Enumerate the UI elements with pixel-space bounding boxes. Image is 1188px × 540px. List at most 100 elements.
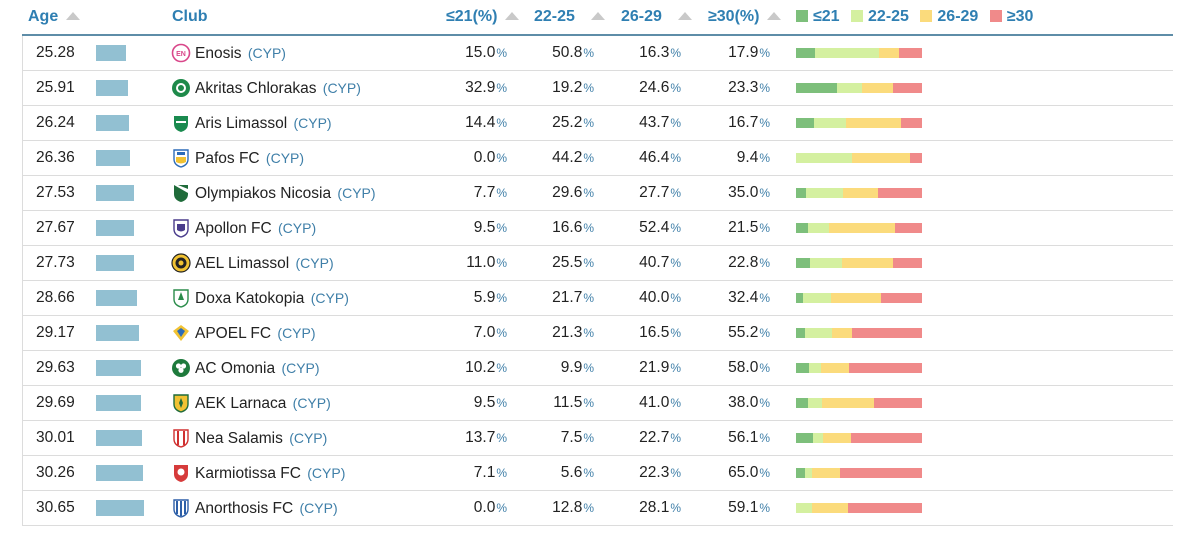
o30-pct-value: 59.1 <box>728 499 759 516</box>
club-name-link[interactable]: AC Omonia <box>195 360 276 377</box>
club-country: (CYP) <box>322 80 361 96</box>
percent-sign: % <box>759 256 770 270</box>
percent-sign: % <box>670 81 681 95</box>
legend: ≤21 22-25 26-29 ≥30 <box>796 0 1040 34</box>
percent-sign: % <box>583 361 594 375</box>
o30-pct-value: 56.1 <box>728 429 759 446</box>
club-name-link[interactable]: AEK Larnaca <box>195 395 287 412</box>
segment-a26-29 <box>861 83 893 93</box>
age-distribution-bar <box>796 363 922 373</box>
percent-sign: % <box>583 116 594 130</box>
table-row: 29.69 AEK Larnaca (CYP) 9.5% 11.5% 41.0% 38.0… <box>22 386 1173 421</box>
percent-sign: % <box>670 466 681 480</box>
club-name-link[interactable]: Akritas Chlorakas <box>195 80 317 97</box>
club-name-link[interactable]: Karmiotissa FC <box>195 465 301 482</box>
age-header-label: Age <box>28 8 59 25</box>
club-country: (CYP) <box>277 325 316 341</box>
club-name-link[interactable]: Olympiakos Nicosia <box>195 185 332 202</box>
percent-sign: % <box>496 431 507 445</box>
club-country: (CYP) <box>247 45 286 61</box>
segment-o30 <box>848 363 922 373</box>
avg-age: 27.53 <box>36 184 75 201</box>
segment-a26-29 <box>812 503 848 513</box>
o30-pct-value: 55.2 <box>728 324 759 341</box>
percent-sign: % <box>670 116 681 130</box>
segment-o30 <box>899 48 922 58</box>
table-row: 30.26 Karmiotissa FC (CYP) 7.1% 5.6% 22.3% 65… <box>22 456 1173 491</box>
o30-pct: 22.8% <box>687 246 770 280</box>
segment-u21 <box>796 118 815 128</box>
club-cell: EN Enosis (CYP) <box>171 36 286 70</box>
a26-29-pct-value: 28.1 <box>639 499 670 516</box>
club-name-link[interactable]: Pafos FC <box>195 150 260 167</box>
o30-header-label: ≥30(%) <box>708 8 760 25</box>
akritas-crest-icon <box>171 77 191 97</box>
u21-pct-value: 0.0 <box>473 149 496 166</box>
club-name-link[interactable]: Enosis <box>195 45 242 62</box>
sort-22-25-header[interactable]: 22-25 <box>534 0 605 34</box>
percent-sign: % <box>496 326 507 340</box>
a22-25-pct-value: 12.8 <box>552 499 583 516</box>
percent-sign: % <box>496 466 507 480</box>
a22-25-pct: 11.5% <box>512 386 594 420</box>
avg-age: 28.66 <box>36 289 75 306</box>
segment-u21 <box>796 188 806 198</box>
omonia-crest-icon <box>171 357 191 377</box>
percent-sign: % <box>670 186 681 200</box>
percent-sign: % <box>496 46 507 60</box>
u21-pct-value: 5.9 <box>473 289 496 306</box>
o30-pct: 65.0% <box>687 456 770 490</box>
a22-25-pct-value: 5.6 <box>560 464 583 481</box>
percent-sign: % <box>583 81 594 95</box>
club-header[interactable]: Club <box>172 0 208 34</box>
age-distribution-bar <box>796 83 922 93</box>
a26-29-pct: 40.7% <box>599 246 681 280</box>
sort-age-header[interactable]: Age <box>28 0 81 34</box>
percent-sign: % <box>759 46 770 60</box>
a26-29-pct-value: 21.9 <box>639 359 670 376</box>
percent-sign: % <box>670 361 681 375</box>
club-cell: AC Omonia (CYP) <box>171 351 320 385</box>
o30-pct-value: 16.7 <box>728 114 759 131</box>
percent-sign: % <box>759 221 770 235</box>
karmiotissa-crest-icon <box>171 462 191 482</box>
avg-age: 26.36 <box>36 149 75 166</box>
segment-a26-29 <box>811 468 841 478</box>
sort-o30-header[interactable]: ≥30(%) <box>708 0 782 34</box>
table-row: 26.36 Pafos FC (CYP) 0.0% 44.2% 46.4% 9.4% <box>22 141 1173 176</box>
u21-pct: 7.7% <box>425 176 507 210</box>
club-name-link[interactable]: AEL Limassol <box>195 255 290 272</box>
segment-a26-29 <box>822 433 852 443</box>
sort-26-29-header[interactable]: 26-29 <box>621 0 692 34</box>
age-distribution-bar <box>796 48 922 58</box>
avg-age: 27.67 <box>36 219 75 236</box>
segment-u21 <box>796 433 814 443</box>
a22-25-pct-value: 16.6 <box>552 219 583 236</box>
age-distribution-bar <box>796 118 922 128</box>
age-distribution-bar <box>796 398 922 408</box>
u21-pct-value: 32.9 <box>465 79 496 96</box>
avg-age-bar <box>96 500 144 516</box>
avg-age: 30.65 <box>36 499 75 516</box>
aek-crest-icon <box>171 392 191 413</box>
u21-pct: 32.9% <box>425 71 507 105</box>
club-cell: Aris Limassol (CYP) <box>171 106 332 140</box>
a26-29-pct: 22.7% <box>599 421 681 455</box>
percent-sign: % <box>670 221 681 235</box>
o30-pct: 32.4% <box>687 281 770 315</box>
club-cell: Pafos FC (CYP) <box>171 141 304 175</box>
a26-29-pct: 41.0% <box>599 386 681 420</box>
percent-sign: % <box>583 326 594 340</box>
sort-u21-header[interactable]: ≤21(%) <box>446 0 520 34</box>
club-name-link[interactable]: Doxa Katokopia <box>195 290 305 307</box>
o30-pct-value: 38.0 <box>728 394 759 411</box>
u21-pct-value: 7.7 <box>473 184 496 201</box>
club-name-link[interactable]: Apollon FC <box>195 220 272 237</box>
club-name-link[interactable]: Nea Salamis <box>195 430 283 447</box>
club-name-link[interactable]: APOEL FC <box>195 325 272 342</box>
club-name-link[interactable]: Aris Limassol <box>195 115 288 132</box>
club-country: (CYP) <box>337 185 376 201</box>
percent-sign: % <box>759 186 770 200</box>
club-name-link[interactable]: Anorthosis FC <box>195 500 294 517</box>
a26-29-pct: 22.3% <box>599 456 681 490</box>
